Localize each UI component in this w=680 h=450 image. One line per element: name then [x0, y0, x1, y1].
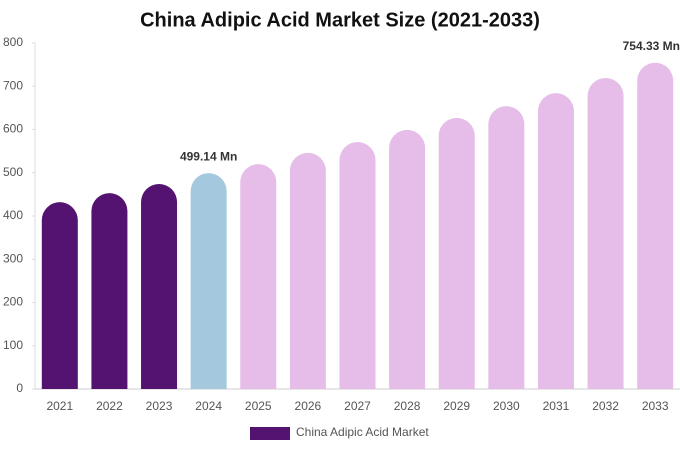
x-tick-label: 2021	[46, 399, 73, 413]
bar	[339, 142, 376, 389]
x-tick-label: 2030	[493, 399, 520, 413]
bar	[389, 129, 426, 390]
y-tick-label: 100	[3, 338, 23, 352]
bar	[637, 62, 674, 390]
bar	[587, 78, 624, 389]
bar	[537, 93, 574, 390]
y-tick-label: 500	[3, 165, 23, 179]
x-tick-label: 2033	[642, 399, 669, 413]
legend-swatch	[250, 427, 290, 440]
bar	[91, 193, 128, 389]
value-label: 754.33 Mn	[623, 39, 680, 53]
x-tick-label: 2025	[245, 399, 272, 413]
x-tick-label: 2027	[344, 399, 371, 413]
x-tick-label: 2029	[443, 399, 470, 413]
y-tick-label: 800	[3, 35, 23, 49]
bar	[438, 117, 475, 389]
x-tick-label: 2024	[195, 399, 222, 413]
y-tick-label: 600	[3, 122, 23, 136]
x-tick-label: 2032	[592, 399, 619, 413]
bar	[141, 184, 178, 389]
x-tick-label: 2023	[146, 399, 173, 413]
y-tick-label: 0	[16, 381, 23, 395]
y-tick-label: 200	[3, 295, 23, 309]
y-tick-label: 300	[3, 251, 23, 265]
x-tick-label: 2026	[295, 399, 322, 413]
legend-label: China Adipic Acid Market	[296, 425, 429, 439]
bar	[488, 106, 525, 389]
x-tick-label: 2022	[96, 399, 123, 413]
bar	[190, 173, 227, 389]
bar	[240, 164, 277, 389]
x-tick-label: 2028	[394, 399, 421, 413]
x-tick-label: 2031	[543, 399, 570, 413]
bar	[41, 202, 78, 389]
value-label: 499.14 Mn	[180, 149, 237, 163]
chart-title: China Adipic Acid Market Size (2021-2033…	[140, 9, 540, 31]
bar	[289, 152, 326, 389]
y-tick-label: 700	[3, 78, 23, 92]
y-tick-label: 400	[3, 208, 23, 222]
